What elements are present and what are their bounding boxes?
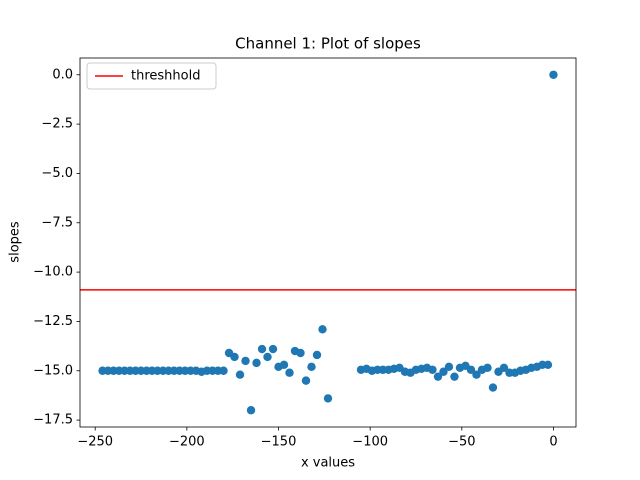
point bbox=[472, 370, 481, 379]
point bbox=[543, 360, 553, 370]
point bbox=[549, 70, 558, 79]
point bbox=[488, 383, 498, 392]
point bbox=[241, 356, 250, 366]
x-axis-label: x values bbox=[301, 456, 355, 471]
y-tick-label: −10.0 bbox=[33, 265, 73, 280]
point bbox=[450, 372, 459, 381]
point bbox=[499, 363, 509, 373]
point bbox=[307, 362, 316, 372]
axes-frame bbox=[79, 57, 577, 428]
point bbox=[268, 344, 278, 354]
point bbox=[428, 365, 437, 374]
legend-label: threshhold bbox=[131, 69, 200, 84]
y-tick-label: 0.0 bbox=[52, 67, 73, 82]
x-tick-label: −50 bbox=[448, 435, 475, 450]
y-tick-label: −2.5 bbox=[41, 117, 73, 132]
point bbox=[312, 350, 322, 360]
point bbox=[257, 344, 267, 354]
y-tick-label: −7.5 bbox=[41, 215, 73, 230]
x-tick-label: −100 bbox=[352, 435, 388, 450]
x-tick-label: −250 bbox=[77, 435, 113, 450]
point bbox=[246, 406, 256, 415]
point bbox=[219, 366, 228, 375]
y-tick-label: −12.5 bbox=[33, 314, 73, 329]
point bbox=[252, 358, 261, 368]
point bbox=[230, 352, 239, 362]
point bbox=[466, 365, 476, 374]
point bbox=[279, 360, 289, 370]
chart-title: Channel 1: Plot of slopes bbox=[235, 35, 421, 53]
point bbox=[433, 372, 443, 381]
legend-box bbox=[86, 62, 217, 90]
y-tick-label: −15.0 bbox=[33, 363, 73, 378]
x-tick-label: −200 bbox=[169, 435, 205, 450]
point bbox=[296, 348, 305, 358]
point bbox=[263, 352, 272, 362]
y-tick-label: −17.5 bbox=[33, 413, 73, 428]
point bbox=[301, 376, 311, 385]
y-tick-label: −5.0 bbox=[41, 166, 73, 181]
point bbox=[444, 362, 454, 372]
point bbox=[483, 363, 492, 373]
point bbox=[439, 367, 448, 376]
point bbox=[318, 325, 327, 334]
x-tick-label: 0 bbox=[549, 435, 557, 450]
point bbox=[285, 368, 294, 377]
x-tick-label: −150 bbox=[261, 435, 297, 450]
point bbox=[323, 394, 333, 403]
point bbox=[235, 370, 245, 379]
y-axis-label: slopes bbox=[8, 221, 23, 263]
